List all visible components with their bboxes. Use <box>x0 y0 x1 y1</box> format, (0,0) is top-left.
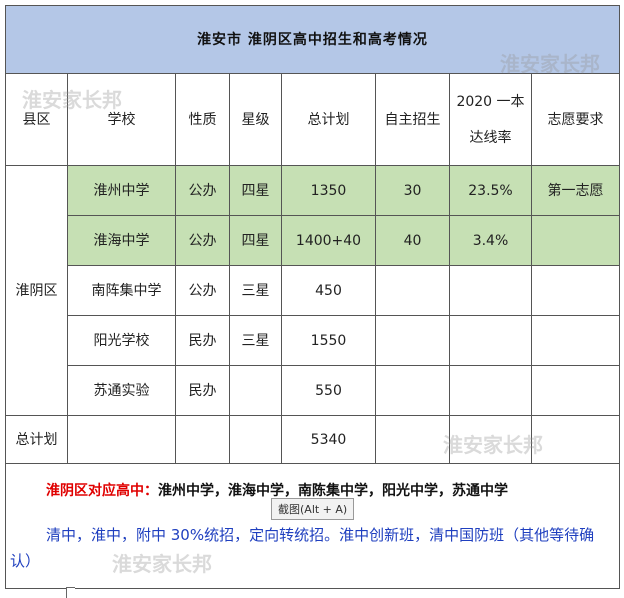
req-cell <box>531 265 620 316</box>
note-policy: 清中，淮中，附中 30%统招，定向转统招。淮中创新班，清中国防班（其他等待确认） <box>10 526 595 570</box>
type-cell: 民办 <box>175 365 230 416</box>
note-schools-line: 淮阴区对应高中：淮州中学，淮海中学，南陈集中学，阳光中学，苏通中学 <box>46 482 508 500</box>
table-row: 淮阴区 淮州中学 公办 四星 1350 30 23.5% 第一志愿 <box>5 165 620 416</box>
plan-cell: 450 <box>281 265 376 316</box>
req-cell <box>531 315 620 366</box>
total-label: 总计划 <box>5 415 68 464</box>
rate-cell <box>449 315 532 366</box>
star-cell: 四星 <box>229 165 282 216</box>
school-cell: 淮海中学 <box>67 215 176 266</box>
school-cell: 淮州中学 <box>67 165 176 216</box>
screenshot-tooltip: 截图(Alt + A) <box>271 498 355 520</box>
self-cell <box>375 315 450 366</box>
table-row: 淮海中学 公办 四星 1400+40 40 3.4% <box>6 215 620 266</box>
header-req: 志愿要求 <box>531 73 620 166</box>
note-label: 淮阴区对应高中： <box>46 483 158 499</box>
table-row: 阳光学校 民办 三星 1550 <box>6 315 620 366</box>
header-row: 县区 学校 性质 星级 总计划 自主招生 2020 一本 达线率 志愿要求 <box>5 73 620 166</box>
notes-cell: 淮阴区对应高中：淮州中学，淮海中学，南陈集中学，阳光中学，苏通中学 清中，淮中，… <box>5 463 620 589</box>
header-type: 性质 <box>175 73 230 166</box>
star-cell <box>229 365 282 416</box>
header-district: 县区 <box>5 73 68 166</box>
table-row: 南阵集中学 公办 三星 450 <box>6 265 620 316</box>
page-title: 淮安市 淮阴区高中招生和高考情况 <box>5 5 620 74</box>
self-cell: 40 <box>375 215 450 266</box>
type-cell: 公办 <box>175 265 230 316</box>
admissions-sheet: 淮安市 淮阴区高中招生和高考情况 县区 学校 性质 星级 总计划 自主招生 20… <box>5 5 620 590</box>
type-cell: 民办 <box>175 315 230 366</box>
req-cell <box>531 365 620 416</box>
header-plan: 总计划 <box>281 73 376 166</box>
rate-cell <box>449 265 532 316</box>
total-value: 5340 <box>281 415 376 464</box>
header-self: 自主招生 <box>375 73 450 166</box>
type-cell: 公办 <box>175 215 230 266</box>
plan-cell: 1400+40 <box>281 215 376 266</box>
cursor-icon <box>66 587 75 598</box>
star-cell: 三星 <box>229 265 282 316</box>
plan-cell: 550 <box>281 365 376 416</box>
district-cell: 淮阴区 <box>5 165 68 416</box>
rate-cell <box>449 365 532 416</box>
school-cell: 苏通实验 <box>67 365 176 416</box>
req-cell: 第一志愿 <box>531 165 620 216</box>
header-star: 星级 <box>229 73 282 166</box>
self-cell <box>375 265 450 316</box>
school-cell: 南阵集中学 <box>67 265 176 316</box>
school-cell: 阳光学校 <box>67 315 176 366</box>
plan-cell: 1550 <box>281 315 376 366</box>
header-rate-line1: 2020 一本 <box>456 93 525 110</box>
admissions-table: 淮安市 淮阴区高中招生和高考情况 县区 学校 性质 星级 总计划 自主招生 20… <box>5 5 620 589</box>
self-cell: 30 <box>375 165 450 216</box>
type-cell: 公办 <box>175 165 230 216</box>
total-row: 总计划 5340 <box>5 415 620 464</box>
rate-cell: 23.5% <box>449 165 532 216</box>
self-cell <box>375 365 450 416</box>
header-rate: 2020 一本 达线率 <box>449 73 532 166</box>
note-schools: 淮州中学，淮海中学，南陈集中学，阳光中学，苏通中学 <box>158 483 508 499</box>
star-cell: 三星 <box>229 315 282 366</box>
plan-cell: 1350 <box>281 165 376 216</box>
header-school: 学校 <box>67 73 176 166</box>
star-cell: 四星 <box>229 215 282 266</box>
rate-cell: 3.4% <box>449 215 532 266</box>
table-row: 苏通实验 民办 550 <box>6 365 620 416</box>
req-cell <box>531 215 620 266</box>
header-rate-line2: 达线率 <box>469 129 512 146</box>
